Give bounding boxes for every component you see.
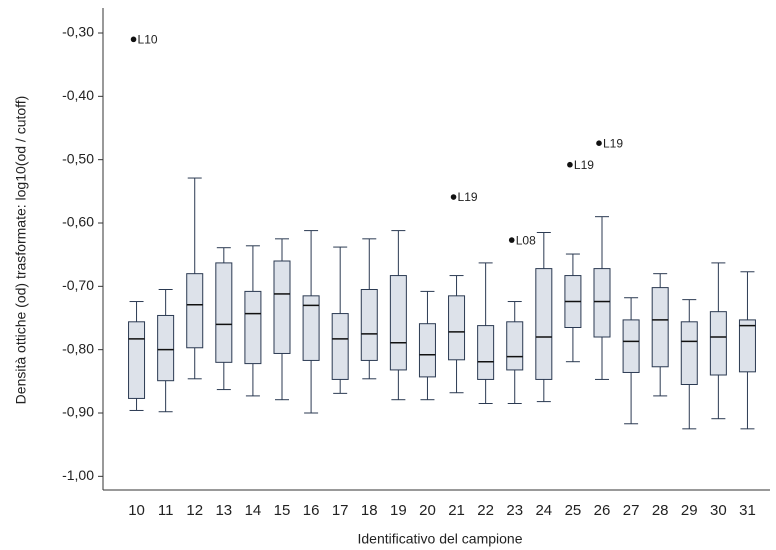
x-tick-label: 25 — [565, 502, 582, 519]
x-tick-label: 24 — [535, 502, 552, 519]
outlier — [130, 36, 137, 43]
x-tick-label: 29 — [681, 502, 698, 519]
box — [622, 319, 640, 373]
x-tick-label: 21 — [448, 502, 465, 519]
x-tick-label: 31 — [739, 502, 756, 519]
y-axis-title: Densità ottiche (od) trasformate: log10(… — [13, 96, 29, 405]
box — [448, 295, 466, 361]
y-tick-label: -0,60 — [62, 214, 94, 230]
outlier — [508, 237, 515, 243]
x-tick-label: 26 — [594, 502, 611, 519]
y-tick-label: -0,90 — [62, 404, 94, 420]
box — [738, 319, 756, 373]
y-tick-label: -0,70 — [62, 277, 94, 293]
box — [186, 273, 204, 349]
x-tick-label: 11 — [158, 502, 174, 519]
x-tick-label: 10 — [128, 502, 145, 519]
x-tick-label: 12 — [186, 502, 203, 519]
outlier-label: L08 — [516, 233, 536, 247]
outlier — [596, 140, 602, 146]
x-tick-label: 27 — [623, 502, 640, 519]
outlier-label: L19 — [574, 158, 594, 172]
outlier — [450, 194, 457, 200]
box — [215, 262, 233, 363]
outlier-label: L10 — [138, 33, 158, 47]
box — [535, 268, 553, 380]
x-tick-label: 15 — [274, 502, 291, 519]
x-tick-label: 18 — [361, 502, 378, 519]
box — [244, 290, 262, 365]
box — [418, 323, 436, 378]
box — [128, 321, 146, 399]
x-axis-title: Identificativo del campione — [358, 531, 523, 547]
x-tick-label: 28 — [652, 502, 669, 519]
box — [709, 311, 727, 376]
box — [360, 289, 378, 361]
box — [273, 260, 291, 354]
x-tick-label: 20 — [419, 502, 436, 519]
y-tick-label: -1,00 — [62, 467, 94, 483]
outlier-label: L19 — [458, 190, 478, 204]
outlier — [567, 161, 573, 168]
box — [651, 287, 669, 368]
box — [389, 275, 407, 371]
x-tick-label: 17 — [332, 502, 349, 519]
x-tick-label: 16 — [303, 502, 320, 519]
box — [477, 325, 495, 380]
x-tick-label: 30 — [710, 502, 727, 519]
x-tick-label: 19 — [390, 502, 407, 519]
box — [302, 295, 320, 361]
box — [331, 313, 349, 380]
y-tick-label: -0,40 — [62, 87, 94, 103]
x-tick-label: 22 — [477, 502, 494, 519]
x-tick-label: 23 — [506, 502, 523, 519]
box — [157, 314, 175, 382]
outlier-label: L19 — [603, 136, 623, 150]
box — [593, 268, 611, 338]
x-tick-label: 13 — [215, 502, 232, 519]
y-tick-label: -0,30 — [62, 24, 94, 40]
box — [680, 321, 698, 385]
y-tick-label: -0,80 — [62, 340, 94, 356]
box — [506, 321, 524, 371]
x-tick-label: 14 — [245, 502, 262, 519]
y-tick-label: -0,50 — [62, 150, 94, 166]
